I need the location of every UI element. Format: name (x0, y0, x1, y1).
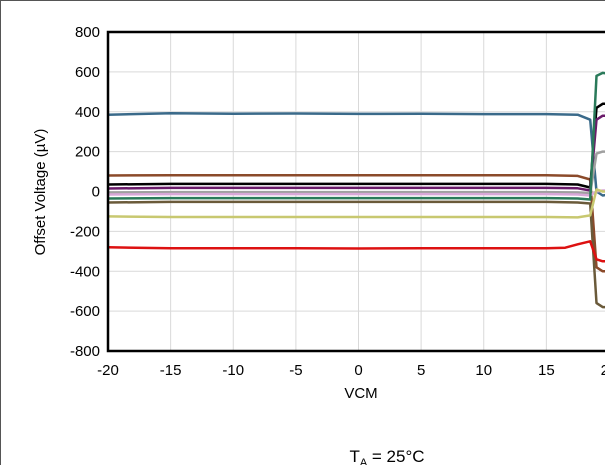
y-tick-label: 800 (75, 24, 100, 41)
x-tick-label: -10 (222, 362, 244, 379)
series-line-5 (108, 150, 605, 195)
series-line-4 (108, 114, 605, 192)
x-axis-title: VCM (344, 385, 377, 402)
x-tick-label: 5 (417, 362, 425, 379)
series-line-7 (108, 71, 605, 201)
y-tick-label: 200 (75, 144, 100, 161)
series-line-10 (108, 240, 605, 263)
x-tick-label: -20 (97, 362, 119, 379)
frame-border-left (0, 0, 1, 465)
plot-frame (106, 30, 605, 353)
y-tick-label: -800 (70, 343, 100, 360)
x-tick-label: -5 (289, 362, 302, 379)
series-line-9 (108, 188, 605, 219)
y-tick-labels: -800 -600 -400 -200 0 200 400 600 800 (70, 24, 100, 360)
series-line-3 (108, 102, 605, 189)
annotation-main: T (349, 447, 359, 465)
annotation-subscript: A (360, 457, 368, 465)
series-group (108, 71, 605, 309)
y-tick-label: -200 (70, 223, 100, 240)
y-axis-title: Offset Voltage (µV) (32, 129, 49, 256)
x-tick-label: 10 (475, 362, 492, 379)
y-tick-label: -600 (70, 303, 100, 320)
y-tick-label: -400 (70, 263, 100, 280)
x-tick-label: -15 (160, 362, 182, 379)
x-tick-label: 20 (601, 362, 605, 379)
series-line-8 (108, 200, 605, 309)
y-tick-label: 600 (75, 64, 100, 81)
x-tick-label: 0 (354, 362, 362, 379)
series-line-2 (108, 173, 605, 273)
temperature-annotation: TA = 25°C (349, 447, 424, 465)
frame-border-top (0, 0, 605, 1)
y-tick-label: 400 (75, 104, 100, 121)
annotation-rest: = 25°C (367, 447, 424, 465)
x-tick-labels: -20 -15 -10 -5 0 5 10 15 20 (97, 362, 605, 379)
y-tick-label: 0 (92, 184, 100, 201)
x-tick-label: 15 (538, 362, 555, 379)
